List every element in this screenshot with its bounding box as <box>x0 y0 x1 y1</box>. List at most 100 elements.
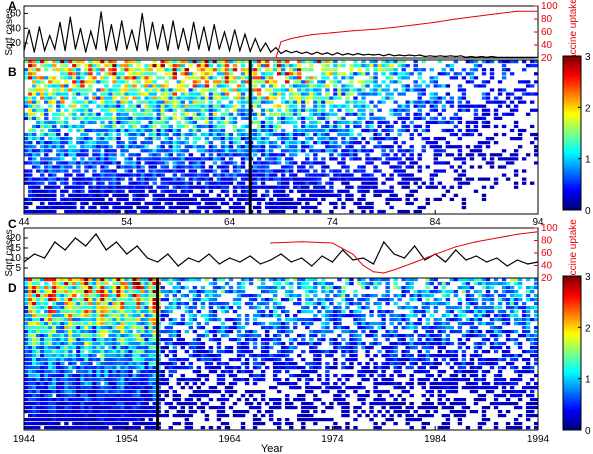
heatmap-cell <box>256 112 262 116</box>
heatmap-cell <box>429 294 434 298</box>
heatmap-cell <box>212 318 218 322</box>
heatmap-cell <box>160 128 165 133</box>
heatmap-cell <box>128 141 133 145</box>
heatmap-cell <box>473 298 479 302</box>
heatmap-cell <box>96 185 101 189</box>
heatmap-cell <box>465 108 471 112</box>
heatmap-cell <box>317 173 322 177</box>
heatmap-cell <box>112 64 117 68</box>
heatmap-cell <box>461 104 467 108</box>
heatmap-cell <box>281 326 286 330</box>
heatmap-cell <box>309 302 314 306</box>
heatmap-cell <box>156 88 161 92</box>
heatmap-cell <box>220 326 226 330</box>
heatmap-cell <box>32 92 37 96</box>
heatmap-cell <box>377 132 382 137</box>
heatmap-cell <box>228 72 234 76</box>
heatmap-cell <box>40 64 45 68</box>
sqrt-cases-point <box>244 33 246 35</box>
heatmap-cell <box>92 80 97 84</box>
heatmap-cell <box>333 128 338 133</box>
sqrt-cases-point <box>511 56 513 58</box>
heatmap-cell <box>88 137 93 141</box>
sqrt-cases-point <box>470 55 472 58</box>
heatmap-cell <box>228 149 234 153</box>
heatmap-cell <box>32 132 37 137</box>
heatmap-cell <box>116 84 121 88</box>
heatmap-cell <box>172 181 177 185</box>
heatmap-cell <box>276 338 282 342</box>
heatmap-cell <box>357 205 362 210</box>
heatmap-cell <box>180 197 186 202</box>
heatmap-cell <box>124 310 129 314</box>
colorbar-swatch <box>563 186 581 190</box>
heatmap-cell <box>76 330 81 334</box>
heatmap-cell <box>32 149 37 153</box>
colorbar-swatch <box>563 109 581 113</box>
heatmap-cell <box>369 108 374 112</box>
heatmap-cell <box>44 318 49 322</box>
heatmap-cell <box>176 161 182 165</box>
heatmap-cell <box>148 306 153 310</box>
heatmap-cell <box>260 80 266 84</box>
heatmap-cell <box>305 290 310 294</box>
heatmap-cell <box>124 318 129 322</box>
heatmap-cell <box>132 298 137 302</box>
heatmap-cell <box>164 201 169 206</box>
heatmap-cell <box>353 64 358 68</box>
sqrt-cases-point <box>398 54 400 56</box>
sqrt-cases-point <box>275 47 277 49</box>
heatmap-cell <box>140 310 145 314</box>
heatmap-cell <box>112 104 117 108</box>
heatmap-cell <box>461 76 467 80</box>
heatmap-cell <box>489 302 495 306</box>
heatmap-cell <box>397 60 402 64</box>
heatmap-cell <box>389 173 394 177</box>
heatmap-cell <box>48 334 53 338</box>
heatmap-cell <box>80 76 85 80</box>
heatmap-cell <box>156 68 161 72</box>
heatmap-cell <box>381 64 386 68</box>
heatmap-cell <box>377 326 382 330</box>
heatmap-cell <box>104 72 109 76</box>
heatmap-cell <box>168 124 173 129</box>
panel-c-frame <box>23 227 539 279</box>
heatmap-cell <box>168 141 173 145</box>
heatmap-cell <box>305 145 310 149</box>
heatmap-cell <box>260 282 266 286</box>
heatmap-cell <box>84 68 89 72</box>
heatmap-cell <box>401 120 406 125</box>
heatmap-cell <box>281 209 286 214</box>
heatmap-cell <box>188 326 194 330</box>
heatmap-cell <box>152 298 157 302</box>
heatmap-cell <box>124 128 129 133</box>
sqrt-cases-point <box>285 50 287 52</box>
heatmap-cell <box>513 173 519 177</box>
heatmap-cell <box>349 302 354 306</box>
colorbar-swatch <box>563 104 581 108</box>
heatmap-cell <box>293 314 298 318</box>
heatmap-cell <box>337 193 342 197</box>
vaccine-uptake-point <box>434 21 436 23</box>
heatmap-cell <box>84 282 89 286</box>
heatmap-cell <box>124 282 129 286</box>
heatmap-cell <box>405 290 410 294</box>
heatmap-cell <box>96 189 101 193</box>
heatmap-cell <box>216 177 222 181</box>
heatmap-cell <box>441 161 447 165</box>
heatmap-cell <box>264 169 270 173</box>
heatmap-cell <box>56 338 61 342</box>
heatmap-cell <box>80 278 85 282</box>
heatmap-cell <box>353 310 358 314</box>
heatmap-cell <box>385 334 390 338</box>
heatmap-cell <box>289 92 294 96</box>
heatmap-cell <box>200 116 206 120</box>
heatmap-cell <box>152 84 157 88</box>
heatmap-cell <box>48 306 53 310</box>
heatmap-cell <box>84 145 89 149</box>
heatmap-cell <box>313 209 318 214</box>
heatmap-cell <box>116 132 121 137</box>
heatmap-cell <box>268 72 274 76</box>
heatmap-cell <box>381 137 386 141</box>
sqrt-cases-point <box>249 50 251 52</box>
